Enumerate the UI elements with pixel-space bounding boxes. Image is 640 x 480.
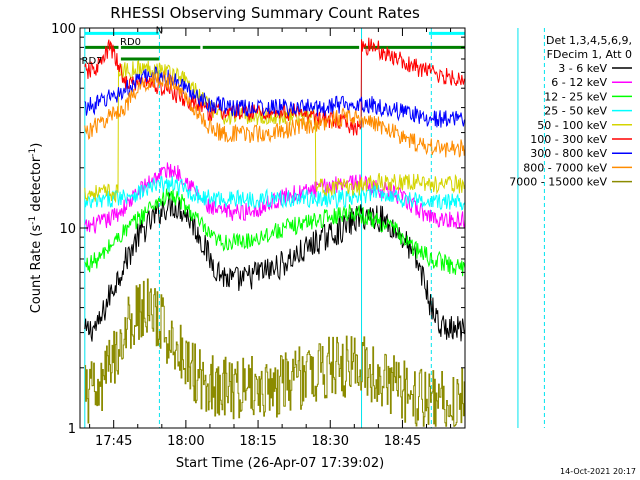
x-tick-label-2: 18:15 (239, 434, 276, 449)
x-tick-label-3: 18:30 (312, 434, 349, 449)
legend-label-7: 800 - 7000 keV (523, 161, 607, 174)
legend-label-4: 50 - 100 keV (537, 119, 607, 132)
y-tick-label-0: 1 (68, 422, 76, 437)
y-axis-ticks: 1 10 100 (51, 22, 465, 437)
legend-header-line-2: FDecim 1, Att 0 (547, 48, 632, 61)
y-tick-label-2: 100 (51, 22, 76, 37)
y-tick-label-1: 10 (59, 222, 76, 237)
series-line-2 (84, 188, 466, 277)
legend-label-8: 7000 - 15000 keV (509, 176, 607, 189)
y-label-end: ) (29, 143, 44, 148)
y-label-main: Count Rate (s (29, 225, 44, 314)
chart-title: RHESSI Observing Summary Count Rates (110, 4, 420, 22)
state-bars (84, 31, 465, 61)
x-axis-ticks: 17:45 18:00 18:15 18:30 18:45 (89, 28, 452, 449)
y-axis-label: Count Rate (s-1 detector-1) (28, 143, 44, 314)
legend-label-3: 25 - 50 keV (544, 105, 607, 118)
x-tick-label-1: 18:00 (167, 434, 204, 449)
annotation-2: RD7 (82, 56, 103, 67)
series-line-6 (84, 66, 466, 128)
legend: Det 1,3,4,5,6,9, FDecim 1, Att 0 3 - 6 k… (509, 34, 632, 189)
legend-label-0: 3 - 6 keV (558, 62, 607, 75)
legend-header-line-1: Det 1,3,4,5,6,9, (546, 34, 632, 47)
series-line-0 (84, 192, 466, 342)
legend-label-1: 6 - 12 keV (551, 76, 607, 89)
annotations: N RD0 RD7 (82, 25, 164, 67)
x-axis-label: Start Time (26-Apr-07 17:39:02) (176, 456, 384, 471)
timestamp: 14-Oct-2021 20:17 (560, 467, 636, 476)
series-line-8 (84, 278, 466, 427)
annotation-1: RD0 (120, 37, 141, 48)
series-layer (84, 37, 466, 427)
legend-label-2: 12 - 25 keV (544, 90, 607, 103)
series-line-7 (84, 69, 466, 158)
series-line-3 (84, 175, 466, 211)
x-tick-label-0: 17:45 (95, 434, 132, 449)
x-tick-label-4: 18:45 (384, 434, 421, 449)
y-label-sup1: -1 (28, 216, 38, 225)
y-label-sup2: -1 (28, 148, 38, 157)
annotation-0: N (156, 25, 163, 36)
legend-label-5: 100 - 300 keV (530, 133, 607, 146)
legend-label-6: 300 - 800 keV (530, 147, 607, 160)
y-label-mid: detector (29, 156, 44, 216)
